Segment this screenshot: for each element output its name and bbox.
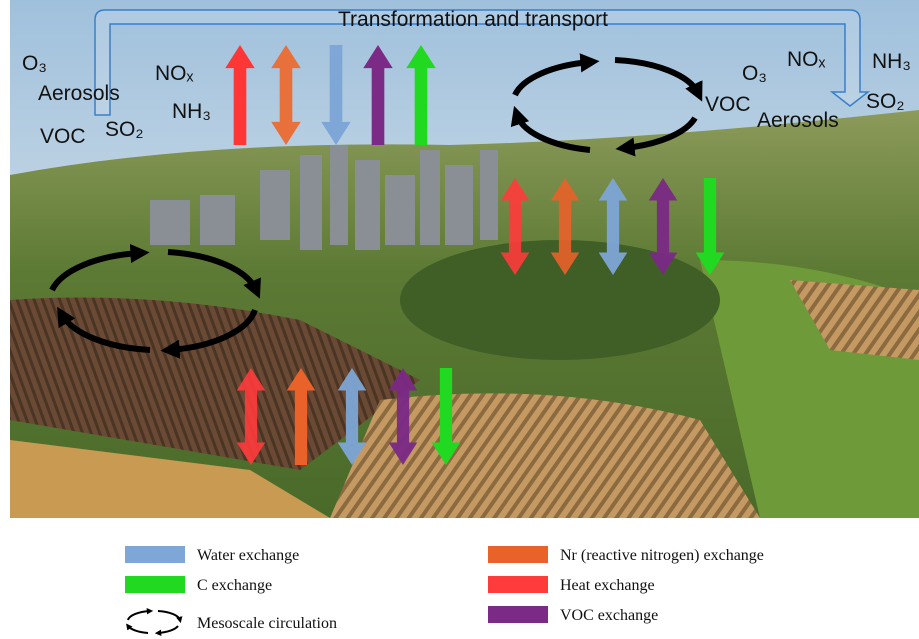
- label: VOC: [40, 125, 86, 148]
- legend-swatch: [488, 606, 548, 623]
- label: SO₂: [105, 118, 144, 141]
- legend-swatch: [125, 576, 185, 593]
- legend-label: C exchange: [197, 577, 272, 594]
- label: SO₂: [866, 90, 905, 113]
- legend-label: Water exchange: [197, 547, 299, 564]
- title: Transformation and transport: [338, 8, 608, 31]
- legend-label: Mesoscale circulation: [197, 615, 337, 632]
- legend-swatch: [125, 546, 185, 563]
- legend-swatch: [488, 576, 548, 593]
- legend-label: Heat exchange: [560, 577, 655, 594]
- landscape: [10, 0, 919, 518]
- label: O₃: [22, 52, 47, 75]
- label: NOₓ: [155, 62, 194, 85]
- legend: Water exchange C exchange Mesoscale circ…: [125, 546, 764, 636]
- legend-label: Nr (reactive nitrogen) exchange: [560, 547, 764, 564]
- legend-swatch: [126, 607, 183, 636]
- label: Aerosols: [38, 82, 120, 105]
- label: NH₃: [872, 50, 911, 73]
- label: NH₃: [172, 100, 211, 123]
- circulation-left: [49, 243, 261, 359]
- circulation-top: [510, 53, 703, 157]
- label: O₃: [742, 62, 767, 85]
- transport-arrow: [94, 9, 871, 116]
- label: VOC: [705, 93, 751, 116]
- label: NOₓ: [787, 48, 826, 71]
- legend-swatch: [488, 546, 548, 563]
- legend-label: VOC exchange: [560, 607, 658, 624]
- label: Aerosols: [757, 109, 839, 132]
